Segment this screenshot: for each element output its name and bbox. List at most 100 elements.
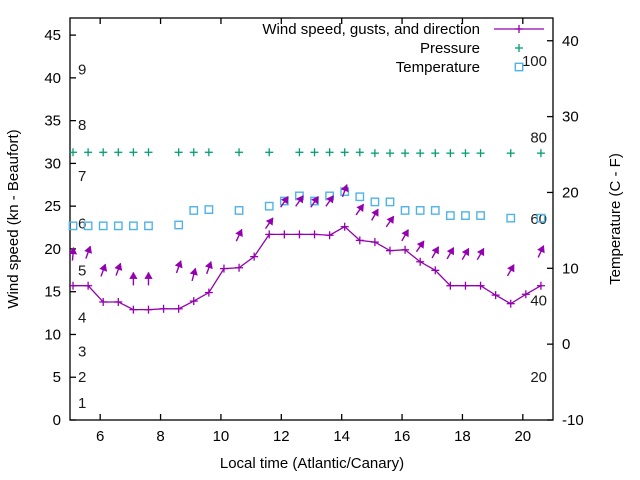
wind-speed-point <box>295 230 304 239</box>
temperature-point <box>355 192 365 202</box>
wind-direction-arrow <box>385 215 395 228</box>
beaufort-label-2: 2 <box>78 369 86 386</box>
temperature-point <box>189 206 199 215</box>
wind-direction-arrow <box>84 245 92 259</box>
temperature-point <box>234 206 244 215</box>
wind-speed-point <box>144 305 153 314</box>
pressure-point <box>355 148 364 157</box>
beaufort-label-1: 1 <box>78 395 86 412</box>
temperature-point <box>264 201 274 211</box>
plot-frame <box>69 17 554 421</box>
pressure-point <box>69 148 78 157</box>
y-tick-label-0: 0 <box>53 412 61 429</box>
wind-direction-arrow <box>371 208 379 221</box>
legend-label-1: Pressure <box>420 40 480 57</box>
beaufort-label-9: 9 <box>78 61 86 78</box>
wind-speed-point <box>325 231 334 240</box>
pressure-point <box>129 148 138 157</box>
wind-speed-point <box>536 281 545 290</box>
wind-speed-point <box>129 305 138 314</box>
wind-direction-arrow <box>114 262 123 276</box>
pressure-point <box>99 148 108 157</box>
wind-speed-point <box>280 230 289 239</box>
legend-marker-1 <box>515 44 523 52</box>
wind-direction-arrow <box>99 263 108 277</box>
pressure-point <box>385 149 394 158</box>
fahrenheit-label-60: 60 <box>530 211 547 228</box>
x-tick-label-5: 16 <box>394 428 411 445</box>
wind-speed-point <box>461 281 470 290</box>
temperature-point <box>310 196 319 206</box>
wind-speed-point <box>204 288 213 297</box>
wind-direction-arrow <box>310 196 319 208</box>
wind-direction-arrow <box>506 264 515 277</box>
x-tick-label-0: 6 <box>96 428 104 445</box>
wind-speed-point <box>355 236 364 245</box>
x-tick-label-7: 20 <box>514 428 531 445</box>
legend-marker-2 <box>514 62 524 72</box>
wind-speed-point <box>159 304 168 313</box>
pressure-point <box>461 149 470 158</box>
pressure-point <box>114 148 123 157</box>
beaufort-label-3: 3 <box>78 344 86 361</box>
temperature-point <box>385 197 395 207</box>
y2-tick-label-1: 0 <box>562 336 570 353</box>
wind-direction-arrow <box>461 247 470 261</box>
wind-direction-arrow <box>235 228 243 242</box>
wind-speed-point <box>265 230 274 239</box>
wind-speed-point <box>250 252 259 261</box>
wind-direction-arrow <box>264 217 274 230</box>
beaufort-label-8: 8 <box>78 117 86 134</box>
wind-speed-point <box>114 297 123 306</box>
wind-direction-arrow <box>280 196 289 208</box>
temperature-point <box>83 221 93 231</box>
wind-direction-arrow <box>446 247 455 260</box>
y2-tick-label-2: 10 <box>562 260 579 277</box>
y-tick-label-2: 10 <box>44 326 61 343</box>
temperature-point <box>128 221 138 231</box>
pressure-point <box>536 149 545 158</box>
wind-speed-point <box>189 297 198 306</box>
wind-direction-arrow <box>204 261 213 275</box>
pressure-point <box>310 148 319 157</box>
wind-direction-arrow <box>295 195 304 207</box>
y2-tick-label-0: -10 <box>562 412 584 429</box>
x-tick-label-2: 10 <box>213 428 230 445</box>
beaufort-scale-labels: 1 2 3 4 5 6 7 8 9 <box>78 61 86 412</box>
wind-speed-point <box>401 245 410 254</box>
wind-speed-point <box>476 281 485 290</box>
temperature-point <box>506 213 516 223</box>
wind-direction-arrow <box>325 195 334 207</box>
y-tick-label-8: 40 <box>44 70 61 87</box>
pressure-point <box>340 148 349 157</box>
pressure-point <box>235 148 244 157</box>
y-tick-label-1: 5 <box>53 369 61 386</box>
beaufort-label-5: 5 <box>78 262 86 279</box>
fahrenheit-label-80: 80 <box>530 130 547 147</box>
temperature-point <box>370 197 380 207</box>
wind-speed-point <box>69 281 78 290</box>
pressure-point <box>506 149 515 158</box>
pressure-point <box>144 148 153 157</box>
pressure-point <box>416 149 425 158</box>
pressure-point <box>401 149 410 158</box>
wind-direction-arrow <box>401 229 409 242</box>
wind-speed-point <box>84 281 93 290</box>
pressure-point <box>446 149 455 158</box>
wind-direction-arrow <box>431 246 440 259</box>
x-axis-title: Local time (Atlantic/Canary) <box>220 455 404 472</box>
wind-direction-arrow <box>340 184 349 198</box>
wind-speed-point <box>99 297 108 306</box>
wind-speed-point <box>506 299 515 308</box>
temperature-point <box>445 211 455 220</box>
temperature-point <box>204 205 214 214</box>
wind-speed-point <box>431 266 440 275</box>
wind-speed-point <box>446 281 455 290</box>
wind-speed-point <box>340 222 349 231</box>
temperature-point <box>430 206 440 215</box>
pressure-point <box>370 149 379 158</box>
temperature-point <box>113 221 123 231</box>
chart-legend: Wind speed, gusts, and direction Pressure… <box>262 21 544 76</box>
